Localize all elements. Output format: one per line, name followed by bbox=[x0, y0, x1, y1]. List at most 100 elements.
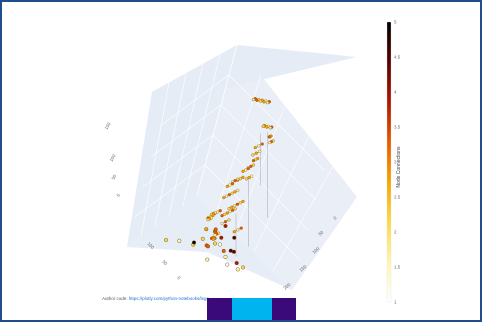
grid-line bbox=[134, 164, 206, 218]
edge-node bbox=[218, 209, 222, 213]
node-point bbox=[223, 254, 228, 259]
x-tick-label: 0 bbox=[176, 275, 182, 281]
edge-node bbox=[247, 176, 251, 180]
colorbar-tick-label: 3 bbox=[394, 160, 397, 165]
edge-node bbox=[268, 141, 272, 145]
edge-node bbox=[257, 144, 261, 148]
z-tick-label: 150 bbox=[104, 121, 112, 130]
edge-node bbox=[255, 98, 259, 102]
node-point bbox=[221, 248, 226, 253]
node-point bbox=[240, 265, 245, 270]
edge-node bbox=[222, 196, 226, 200]
node-point bbox=[205, 244, 210, 249]
edge-node bbox=[230, 182, 235, 186]
colorbar-tick-label: 4 bbox=[394, 90, 397, 95]
edge-node bbox=[265, 101, 270, 105]
edge-node bbox=[251, 153, 255, 157]
edge-node bbox=[236, 188, 240, 192]
edge-node bbox=[227, 218, 231, 222]
grid-line bbox=[168, 63, 204, 216]
edge-node bbox=[236, 228, 240, 232]
edge-node bbox=[261, 124, 265, 128]
colorbar-tick-label: 5 bbox=[394, 20, 397, 25]
scene-back-top bbox=[152, 45, 357, 95]
grid-line bbox=[158, 74, 230, 128]
scene-left-wall bbox=[127, 45, 237, 247]
edge-node bbox=[246, 167, 250, 171]
node-point bbox=[219, 235, 224, 240]
edge-node bbox=[225, 184, 229, 188]
grid-line bbox=[140, 82, 170, 237]
edge-node bbox=[231, 208, 235, 212]
edge-node bbox=[220, 221, 224, 226]
edge-node bbox=[235, 202, 239, 206]
x-tick-label: 50 bbox=[161, 259, 168, 266]
edge-node bbox=[233, 204, 237, 208]
edge-node bbox=[230, 205, 234, 209]
source-link[interactable]: https://plotly.com/python-notebooks/lego bbox=[128, 296, 210, 301]
grid-line bbox=[182, 54, 221, 206]
edge-node bbox=[233, 179, 237, 183]
colorbar-tick-label: 1.5 bbox=[394, 265, 401, 270]
edge-node bbox=[249, 164, 253, 168]
color-swatch-3 bbox=[272, 298, 296, 320]
y-tick-label: 50 bbox=[317, 229, 324, 236]
node-point bbox=[213, 227, 218, 232]
y-tick-label: 200 bbox=[282, 282, 291, 291]
grid-line bbox=[204, 164, 301, 261]
node-point bbox=[234, 261, 239, 266]
grid-line bbox=[154, 73, 187, 227]
scatter3d-plot: 150 100 50 0 100 50 0 0 50 100 150 200 5 4.5 4 3.5 3 2.5… bbox=[104, 20, 402, 305]
y-tick-label: 100 bbox=[311, 246, 320, 255]
colorbar-tick-label: 3.5 bbox=[394, 125, 401, 130]
node-point bbox=[235, 267, 240, 272]
edge-node bbox=[211, 237, 215, 241]
grid-line bbox=[253, 136, 310, 253]
edge-node bbox=[230, 191, 234, 195]
edge-node bbox=[251, 159, 256, 163]
grid-line bbox=[228, 74, 325, 171]
edge-node bbox=[239, 226, 243, 230]
edge-node bbox=[228, 183, 232, 187]
color-swatch-1 bbox=[207, 298, 232, 320]
y-tick-label: 150 bbox=[298, 264, 307, 273]
edge-node bbox=[244, 168, 248, 172]
edge-node bbox=[213, 233, 217, 237]
scene-grid bbox=[134, 44, 334, 272]
edge-node bbox=[251, 163, 256, 167]
edge-node bbox=[262, 100, 266, 104]
node-point bbox=[217, 242, 222, 247]
edge-node bbox=[227, 207, 231, 211]
edge-node bbox=[227, 193, 231, 197]
edge-node bbox=[236, 177, 240, 181]
edge-node bbox=[241, 199, 245, 203]
edge-node bbox=[238, 201, 242, 205]
source-note: Author code: https://plotly.com/python-n… bbox=[102, 296, 209, 301]
grid-line bbox=[272, 166, 334, 272]
grid-line bbox=[196, 44, 238, 196]
edge-node bbox=[206, 218, 210, 222]
edge-node bbox=[260, 142, 264, 146]
source-label: Author code: bbox=[102, 296, 128, 301]
x-tick-label: 100 bbox=[146, 241, 155, 250]
node-point bbox=[212, 241, 217, 246]
edge-node bbox=[258, 149, 262, 153]
colorbar-tick-label: 2 bbox=[394, 230, 397, 235]
y-tick-label: 0 bbox=[332, 215, 338, 221]
edge-node bbox=[241, 175, 245, 179]
edge-node bbox=[258, 99, 263, 103]
edge-node bbox=[241, 169, 245, 173]
edge-node bbox=[233, 190, 237, 194]
edge-node bbox=[268, 126, 272, 130]
z-tick-label: 0 bbox=[116, 192, 122, 197]
edge-node bbox=[251, 98, 256, 102]
grid-line bbox=[220, 104, 317, 201]
node-point bbox=[204, 227, 209, 232]
edge-node bbox=[232, 230, 236, 234]
colorbar-tick-label: 2.5 bbox=[394, 195, 401, 200]
node-point bbox=[191, 240, 196, 245]
node-point bbox=[232, 235, 237, 240]
node-point bbox=[225, 262, 230, 267]
z-tick-label: 50 bbox=[111, 173, 118, 180]
